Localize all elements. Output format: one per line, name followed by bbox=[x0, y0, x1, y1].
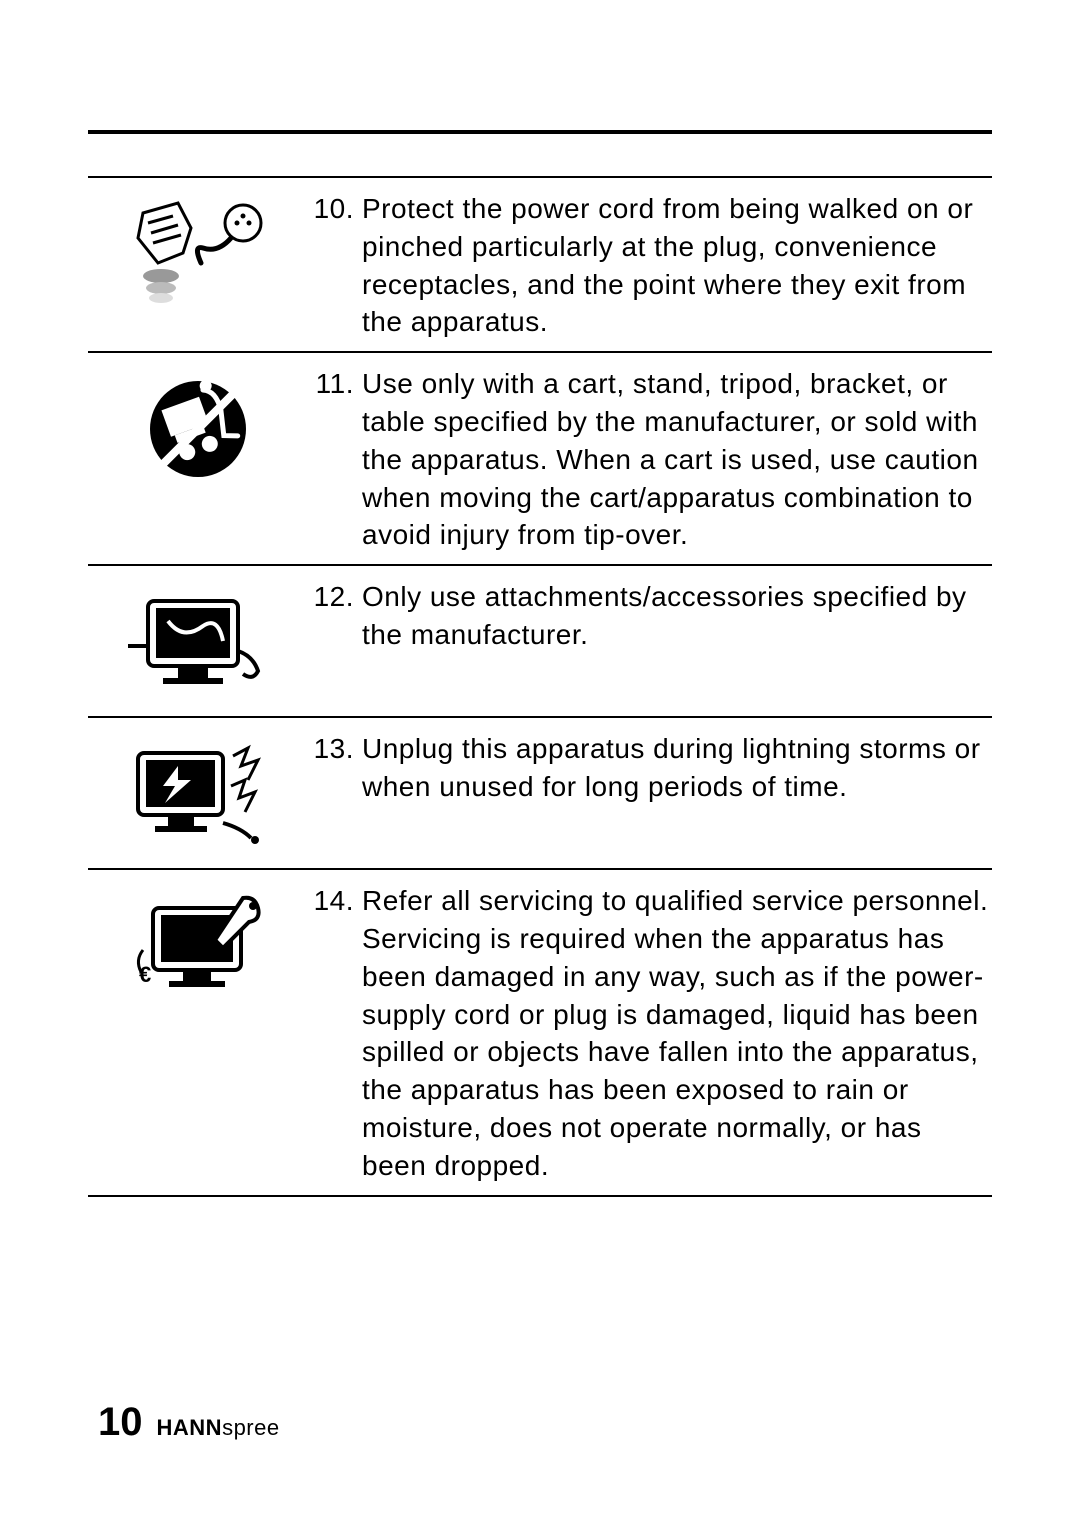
brand-rest: spree bbox=[222, 1415, 280, 1440]
instruction-number: 14. bbox=[308, 882, 362, 1184]
instruction-row: 12. Only use attachments/accessories spe… bbox=[88, 564, 992, 716]
instruction-body: Only use attachments/accessories specifi… bbox=[362, 578, 992, 654]
instruction-text: 13. Unplug this apparatus during lightni… bbox=[308, 728, 992, 806]
monitor-service-icon: € bbox=[88, 880, 308, 1010]
instruction-number: 12. bbox=[308, 578, 362, 654]
instruction-number: 13. bbox=[308, 730, 362, 806]
page-footer: 10 HANNspree bbox=[98, 1400, 280, 1445]
instruction-text: 10. Protect the power cord from being wa… bbox=[308, 188, 992, 341]
instruction-row: 10. Protect the power cord from being wa… bbox=[88, 176, 992, 351]
cart-tipover-icon bbox=[88, 363, 308, 495]
instruction-body: Protect the power cord from being walked… bbox=[362, 190, 992, 341]
instruction-text: 14. Refer all servicing to qualified ser… bbox=[308, 880, 992, 1184]
footstep-plug-icon bbox=[88, 188, 308, 318]
instruction-body: Unplug this apparatus during lightning s… bbox=[362, 730, 992, 806]
instruction-number: 10. bbox=[308, 190, 362, 341]
page-number: 10 bbox=[98, 1400, 143, 1445]
monitor-lightning-icon bbox=[88, 728, 308, 858]
instruction-row: 11. Use only with a cart, stand, tripod,… bbox=[88, 351, 992, 564]
instruction-text: 11. Use only with a cart, stand, tripod,… bbox=[308, 363, 992, 554]
svg-text:€: € bbox=[139, 962, 151, 987]
instruction-row: 13. Unplug this apparatus during lightni… bbox=[88, 716, 992, 868]
instruction-number: 11. bbox=[308, 365, 362, 554]
brand-bold: HANN bbox=[157, 1415, 223, 1440]
instruction-text: 12. Only use attachments/accessories spe… bbox=[308, 576, 992, 654]
instruction-body: Refer all servicing to qualified service… bbox=[362, 882, 992, 1184]
brand-logo: HANNspree bbox=[157, 1415, 280, 1441]
instruction-row: € 14. Refer all servicing to qualified s… bbox=[88, 868, 992, 1196]
instruction-body: Use only with a cart, stand, tripod, bra… bbox=[362, 365, 992, 554]
top-rule bbox=[88, 130, 992, 134]
document-page: 10. Protect the power cord from being wa… bbox=[0, 0, 1080, 1529]
monitor-accessory-icon bbox=[88, 576, 308, 706]
